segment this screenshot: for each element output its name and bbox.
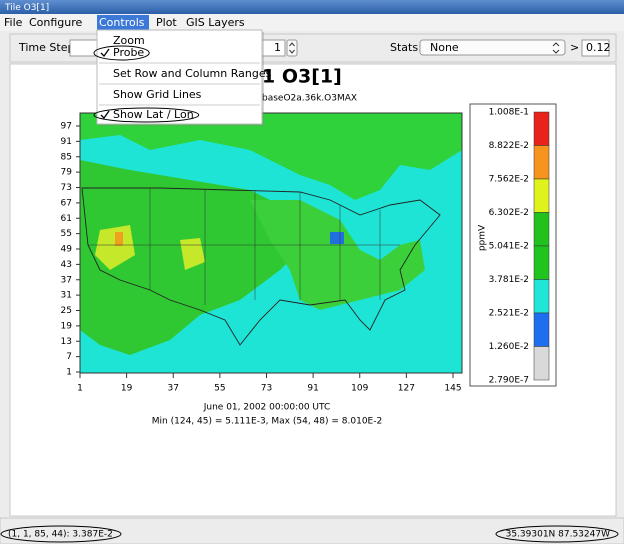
legend-swatch bbox=[533, 346, 550, 381]
y-tick-label: 7 bbox=[66, 352, 72, 362]
y-tick-label: 19 bbox=[61, 321, 73, 331]
stats-select[interactable] bbox=[419, 39, 566, 56]
map-region bbox=[250, 200, 425, 310]
legend-swatch bbox=[533, 111, 550, 146]
y-tick-label: 1 bbox=[66, 368, 72, 378]
menu-option[interactable]: Show Grid Lines bbox=[113, 88, 202, 101]
threshold-operator: > bbox=[570, 41, 579, 54]
legend-swatch bbox=[533, 145, 550, 180]
menu-item[interactable]: GIS Layers bbox=[186, 16, 245, 29]
map-hotspot bbox=[180, 238, 205, 270]
y-tick-label: 55 bbox=[61, 229, 72, 239]
legend-label: 1.008E-1 bbox=[489, 108, 529, 118]
legend-label: 7.562E-2 bbox=[489, 175, 529, 185]
y-tick-label: 25 bbox=[61, 306, 72, 316]
highlight-ellipse bbox=[0, 525, 122, 543]
menu-option[interactable]: Zoom bbox=[113, 34, 145, 47]
legend-swatch bbox=[533, 212, 550, 247]
x-tick-label: 1 bbox=[77, 384, 83, 394]
x-tick-label: 73 bbox=[261, 384, 272, 394]
time-step-label: Time Step: bbox=[18, 41, 78, 54]
y-tick-label: 97 bbox=[61, 122, 72, 132]
select-arrows bbox=[552, 42, 560, 54]
location-status: 35.39301N 87.53247W bbox=[506, 530, 610, 540]
y-tick-label: 13 bbox=[61, 337, 72, 347]
x-tick-label: 19 bbox=[121, 384, 133, 394]
map-lowspot bbox=[330, 232, 344, 244]
y-tick-label: 67 bbox=[61, 198, 72, 208]
x-tick-label: 55 bbox=[214, 384, 225, 394]
legend-scale: 1.008E-1 8.822E-2 7.562E-2 6.302E-2 5.041E-2… bbox=[489, 108, 550, 386]
legend-unit: ppmV bbox=[478, 224, 488, 251]
x-tick-label: 145 bbox=[444, 384, 461, 394]
y-tick-label: 43 bbox=[61, 260, 72, 270]
time-step-spinner[interactable] bbox=[286, 39, 298, 57]
menu-item[interactable]: Controls bbox=[99, 16, 145, 29]
y-tick-label: 85 bbox=[61, 152, 72, 162]
legend-label: 2.790E-7 bbox=[489, 376, 529, 386]
menu-item[interactable]: File bbox=[4, 16, 23, 29]
y-tick-label: 61 bbox=[61, 214, 72, 224]
y-tick-label: 37 bbox=[61, 275, 72, 285]
legend-label: 5.041E-2 bbox=[489, 242, 529, 252]
map-border bbox=[81, 187, 441, 346]
time-step-input[interactable] bbox=[69, 39, 101, 57]
map-hotspot bbox=[115, 232, 123, 246]
legend-swatch bbox=[533, 245, 550, 280]
menu-item[interactable]: Configure bbox=[29, 16, 83, 29]
map-region bbox=[80, 113, 462, 200]
plot-subtitle: baseO2a.36k.O3MAX bbox=[262, 94, 357, 104]
menu-item[interactable]: Plot bbox=[156, 16, 177, 29]
y-tick-label: 73 bbox=[61, 183, 72, 193]
map-frame bbox=[79, 112, 463, 374]
window-title: Tile O3[1] bbox=[4, 3, 49, 13]
stats-label: Stats: bbox=[390, 41, 422, 54]
legend-label: 3.781E-2 bbox=[489, 275, 529, 285]
stats-value: None bbox=[430, 41, 459, 54]
legend-label: 1.260E-2 bbox=[489, 342, 529, 352]
menu-option[interactable]: Probe bbox=[113, 46, 144, 59]
spinner-arrows bbox=[289, 42, 295, 54]
time-step-value: 1 bbox=[274, 41, 281, 54]
y-axis: 97 91 85 79 73 67 61 55 49 43 37 31 25 19 13 7 1 bbox=[61, 122, 80, 378]
highlight-ellipse bbox=[93, 45, 150, 61]
min-max-label: Min (124, 45) = 5.111E-3, Max (54, 48) =… bbox=[152, 417, 382, 427]
check-icon bbox=[100, 110, 110, 120]
menu-option[interactable]: Show Lat / Lon bbox=[113, 108, 194, 121]
y-tick-label: 91 bbox=[61, 137, 72, 147]
check-icon bbox=[100, 48, 110, 58]
menu-items: File Configure Controls Plot GIS Layers bbox=[4, 15, 245, 30]
plot-title: 1 O3[1] bbox=[262, 66, 342, 88]
probe-status: (1, 1, 85, 44): 3.387E-2 bbox=[8, 530, 113, 540]
x-axis: 1 19 37 55 73 91 109 127 145 bbox=[77, 373, 462, 394]
legend-swatch bbox=[533, 178, 550, 213]
y-tick-label: 49 bbox=[61, 245, 73, 255]
state-lines bbox=[88, 188, 400, 305]
x-tick-label: 37 bbox=[168, 384, 179, 394]
x-tick-label: 127 bbox=[398, 384, 415, 394]
highlight-ellipse bbox=[93, 107, 200, 123]
y-tick-label: 79 bbox=[61, 168, 73, 178]
legend-label: 6.302E-2 bbox=[489, 208, 529, 218]
title-bar bbox=[0, 0, 624, 14]
threshold-value: 0.12 bbox=[586, 41, 611, 54]
legend-swatch bbox=[533, 312, 550, 347]
time-label: June 01, 2002 00:00:00 UTC bbox=[203, 403, 331, 413]
threshold-field[interactable] bbox=[581, 39, 610, 57]
map-hotspot bbox=[95, 225, 135, 270]
legend-swatch bbox=[533, 279, 550, 314]
menu-bar bbox=[0, 14, 624, 31]
legend-label: 2.521E-2 bbox=[489, 309, 529, 319]
highlight-ellipse bbox=[495, 525, 619, 543]
menu-option[interactable]: Set Row and Column Ranges bbox=[113, 67, 272, 80]
x-tick-label: 109 bbox=[351, 384, 368, 394]
legend-label: 8.822E-2 bbox=[489, 141, 529, 151]
y-tick-label: 31 bbox=[61, 291, 72, 301]
map bbox=[80, 113, 462, 373]
x-tick-label: 91 bbox=[307, 384, 318, 394]
menu-highlight bbox=[97, 15, 149, 30]
